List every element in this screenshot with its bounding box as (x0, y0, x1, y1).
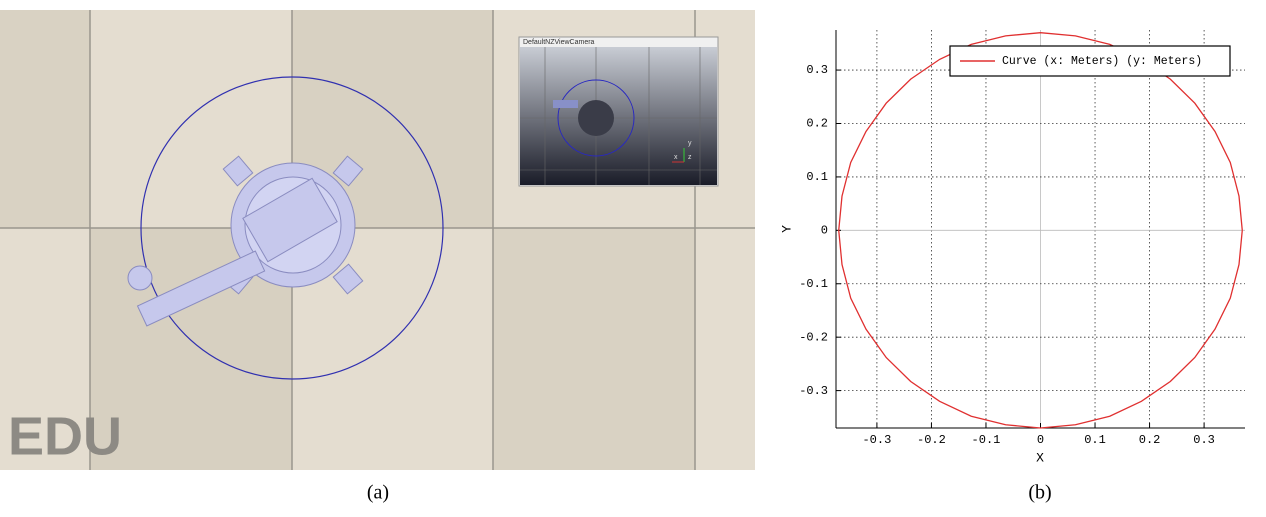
x-tick-label: 0.3 (1193, 433, 1215, 447)
y-tick-label: 0.1 (806, 170, 828, 184)
inset-axis-label: z (688, 154, 692, 161)
x-axis-label: X (1036, 450, 1044, 465)
legend-label: Curve (x: Meters) (y: Meters) (1002, 55, 1202, 68)
y-tick-label: -0.1 (799, 277, 828, 291)
y-tick-label: 0 (821, 224, 828, 238)
inset-axis-label: x (674, 154, 678, 161)
y-tick-label: -0.2 (799, 330, 828, 344)
x-tick-label: 0.1 (1084, 433, 1106, 447)
inset-window: DefaultNZViewCamera x y z (519, 37, 718, 186)
x-tick-label: 0.2 (1139, 433, 1161, 447)
figure: EDU DefaultNZViewCamera x y z (a) (b) X … (0, 0, 1266, 512)
y-tick-label: -0.3 (799, 384, 828, 398)
caption: (a) (367, 482, 389, 504)
caption: (b) (1028, 482, 1051, 504)
inset-title: DefaultNZViewCamera (523, 39, 595, 46)
y-tick-label: 0.3 (806, 63, 828, 77)
inset-axis-label: y (688, 140, 692, 147)
x-tick-label: -0.3 (862, 433, 891, 447)
x-tick-label: -0.2 (917, 433, 946, 447)
simulation-view: EDU DefaultNZViewCamera x y z (0, 10, 755, 470)
y-axis-label: Y (779, 225, 794, 233)
y-tick-label: 0.2 (806, 117, 828, 131)
x-tick-label: 0 (1037, 433, 1044, 447)
x-tick-label: -0.1 (972, 433, 1001, 447)
overlay-text: EDU (8, 406, 122, 466)
